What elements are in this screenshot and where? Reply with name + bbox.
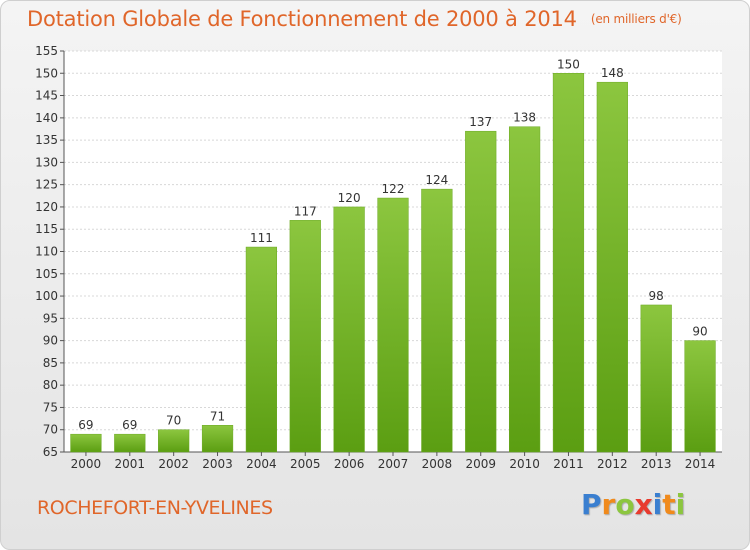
bar-value-label: 98 <box>649 289 664 303</box>
y-tick-label: 145 <box>35 89 58 103</box>
logo-letter: i <box>652 488 663 521</box>
y-tick-label: 140 <box>35 111 58 125</box>
x-tick-label: 2000 <box>71 457 102 471</box>
y-tick-label: 105 <box>35 267 58 281</box>
proxiti-logo: Proxiti <box>581 488 685 521</box>
y-tick-label: 85 <box>43 356 58 370</box>
y-tick-label: 80 <box>43 378 58 392</box>
logo-letter: P <box>581 488 602 521</box>
y-tick-label: 135 <box>35 133 58 147</box>
y-tick-label: 90 <box>43 334 58 348</box>
x-tick-label: 2007 <box>378 457 409 471</box>
x-tick-label: 2008 <box>422 457 453 471</box>
y-tick-label: 70 <box>43 423 58 437</box>
x-tick-label: 2012 <box>597 457 628 471</box>
bar <box>70 433 102 453</box>
bar-value-label: 120 <box>338 191 361 205</box>
chart-title: Dotation Globale de Fonctionnement de 20… <box>27 7 682 31</box>
bar <box>114 433 146 453</box>
bar <box>201 425 234 453</box>
bar <box>245 246 278 453</box>
bar-value-label: 111 <box>250 231 273 245</box>
bar <box>289 220 321 453</box>
bar <box>377 197 409 453</box>
bar-value-label: 90 <box>692 325 707 339</box>
bar <box>333 206 365 453</box>
bar <box>640 304 672 453</box>
y-tick-label: 130 <box>35 155 58 169</box>
bar-value-label: 71 <box>210 409 225 423</box>
bar-value-label: 138 <box>513 111 536 125</box>
x-tick-label: 2001 <box>115 457 146 471</box>
y-tick-label: 155 <box>35 44 58 58</box>
bar-value-label: 137 <box>469 115 492 129</box>
y-tick-label: 150 <box>35 66 58 80</box>
x-tick-label: 2009 <box>465 457 496 471</box>
y-tick-label: 75 <box>43 400 58 414</box>
bar <box>158 429 190 453</box>
x-tick-label: 2002 <box>158 457 189 471</box>
logo-letter: o <box>615 488 635 521</box>
bar <box>552 73 585 453</box>
x-tick-label: 2011 <box>553 457 584 471</box>
y-tick-label: 100 <box>35 289 58 303</box>
bar-value-label: 148 <box>601 66 624 80</box>
logo-letter: x <box>634 488 653 521</box>
bar-value-label: 69 <box>122 418 137 432</box>
x-tick-label: 2004 <box>246 457 277 471</box>
bar <box>684 340 716 453</box>
y-tick-label: 115 <box>35 222 58 236</box>
x-tick-label: 2013 <box>641 457 672 471</box>
y-tick-label: 95 <box>43 311 58 325</box>
bar-value-label: 69 <box>78 418 93 432</box>
x-tick-label: 2014 <box>685 457 716 471</box>
unit-label: (en milliers d'€) <box>590 12 682 26</box>
x-tick-label: 2005 <box>290 457 321 471</box>
logo-letter: t <box>662 488 676 521</box>
bar-value-label: 124 <box>425 173 448 187</box>
y-tick-label: 125 <box>35 178 58 192</box>
bar <box>508 126 541 453</box>
bar-value-label: 150 <box>557 57 580 71</box>
commune-name: ROCHEFORT-EN-YVELINES <box>37 497 273 519</box>
y-tick-label: 110 <box>35 245 58 259</box>
bar-value-label: 70 <box>166 414 181 428</box>
bar <box>465 130 497 453</box>
y-tick-label: 120 <box>35 200 58 214</box>
bar-value-label: 117 <box>294 204 317 218</box>
logo-letter: r <box>601 488 616 521</box>
bar <box>596 81 628 453</box>
x-tick-label: 2006 <box>334 457 365 471</box>
x-tick-label: 2010 <box>509 457 540 471</box>
x-tick-label: 2003 <box>202 457 233 471</box>
bar-value-label: 122 <box>382 182 405 196</box>
bar <box>421 188 453 453</box>
y-tick-label: 65 <box>43 445 58 459</box>
logo-letter: i <box>675 488 686 521</box>
